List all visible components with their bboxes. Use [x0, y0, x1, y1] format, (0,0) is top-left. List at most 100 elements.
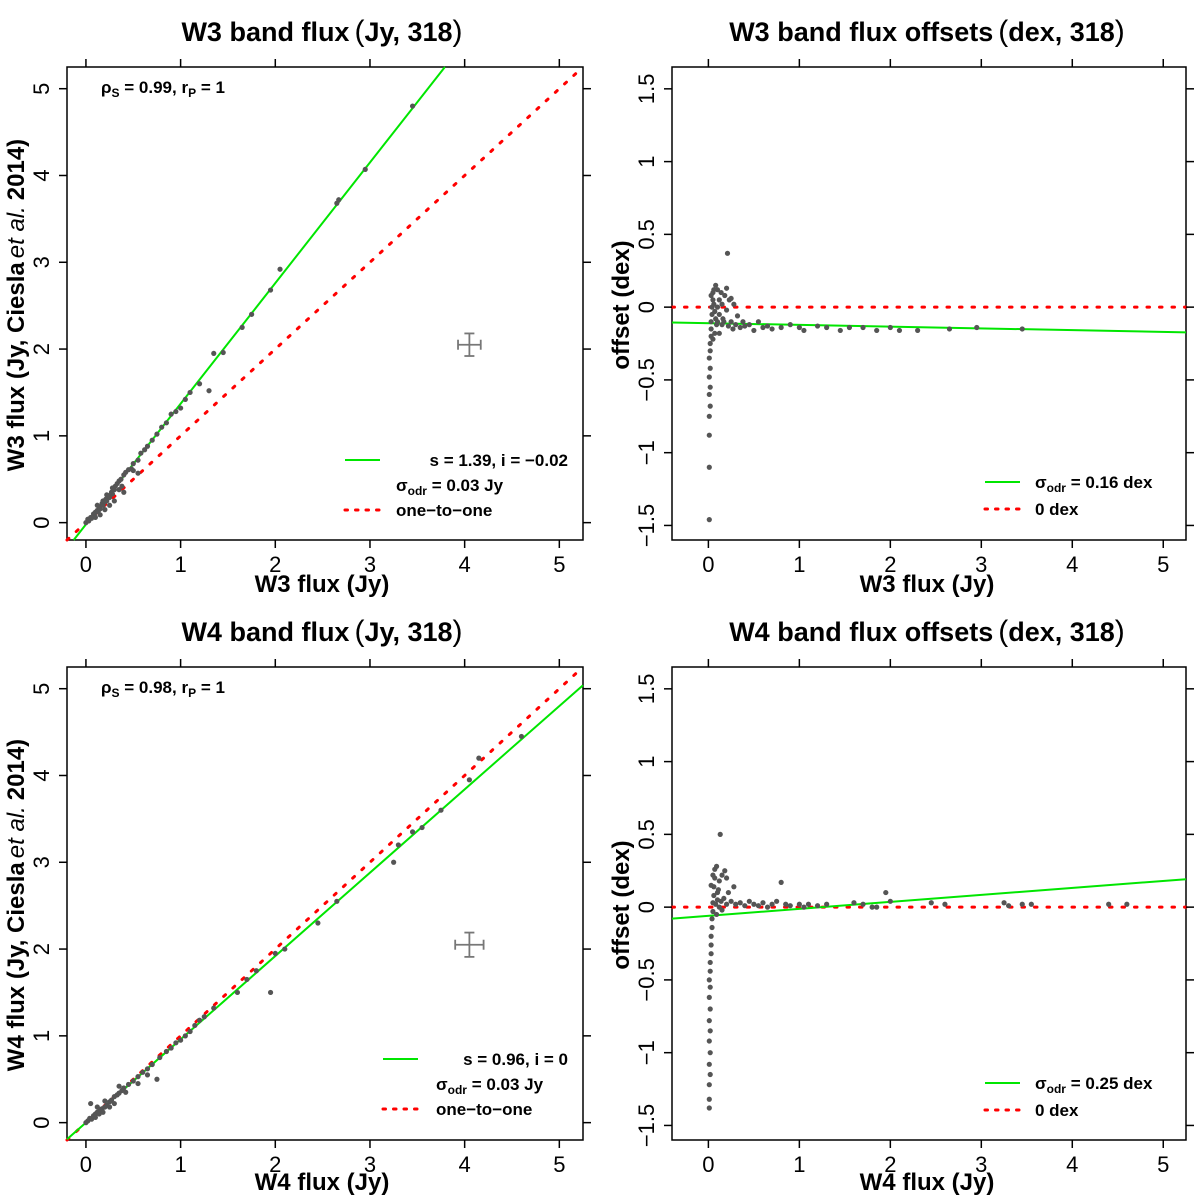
data-point: [742, 903, 748, 909]
data-point: [707, 968, 713, 974]
data-point: [92, 514, 99, 521]
data-point: [946, 326, 953, 332]
data-point: [713, 901, 719, 907]
plot-frame: [66, 666, 584, 1141]
legend-ref-label: one−to−one: [396, 501, 492, 520]
data-point: [272, 950, 278, 957]
data-point: [887, 898, 893, 904]
data-point: [760, 900, 766, 906]
data-point: [336, 197, 342, 203]
data-point: [707, 1071, 713, 1078]
y-axis-label: W4 flux (Jy, Cieslaet al.2014): [3, 739, 30, 1071]
data-point: [706, 977, 712, 983]
x-tick-label: 3: [975, 552, 987, 577]
data-point: [187, 389, 193, 396]
data-point: [100, 1109, 106, 1115]
data-point: [1019, 326, 1025, 332]
data-point: [211, 350, 217, 357]
data-point: [846, 324, 852, 331]
data-point: [737, 900, 743, 906]
data-point: [140, 1069, 146, 1075]
data-point: [728, 898, 734, 904]
x-tick-label: 4: [1066, 552, 1078, 577]
x-tick-label: 3: [364, 1152, 376, 1177]
data-point: [94, 1104, 100, 1110]
x-tick-label: 4: [459, 552, 471, 577]
data-point: [239, 324, 245, 330]
data-point: [178, 1037, 184, 1043]
data-point: [168, 411, 174, 417]
y-tick-label: 2: [29, 343, 54, 355]
data-point: [253, 968, 259, 974]
fit-line: [671, 878, 1187, 920]
data-point: [710, 908, 716, 915]
data-point: [722, 868, 728, 874]
axis-ticks: 0 1 2 3 4 5 −1.5 −1 −0.5 0 0.5 1 1.5: [634, 59, 1194, 577]
data-point: [249, 311, 255, 317]
data-point: [730, 326, 736, 332]
data-point: [706, 517, 712, 523]
x-tick-label: 2: [269, 1152, 281, 1177]
data-point: [196, 381, 203, 387]
y-tick-label: 1.5: [634, 674, 659, 705]
data-point: [244, 976, 250, 983]
data-point: [144, 1066, 151, 1072]
plot-area: 0 1 2 3 4 5 0 1 2 3 4 5: [29, 59, 591, 577]
data-point: [173, 408, 179, 415]
data-point: [796, 324, 802, 331]
data-point: [707, 365, 713, 371]
data-point: [716, 330, 722, 336]
data-point: [707, 348, 713, 354]
data-point: [409, 103, 416, 109]
data-point: [159, 424, 165, 430]
fit-line-segment: [72, 66, 446, 541]
chart-title: W3 band flux offsets (dex, 318): [729, 15, 1125, 48]
data-point: [769, 901, 775, 907]
data-point: [149, 1061, 155, 1068]
legend-ref-label: 0 dex: [1035, 1101, 1079, 1120]
data-point: [142, 447, 148, 453]
data-point: [720, 316, 726, 322]
data-point: [706, 432, 712, 438]
y-tick-label: −1.5: [634, 1104, 659, 1147]
legend: s = 1.39, i = −0.02 σodr = 0.03 Jy one−t…: [343, 451, 568, 520]
one-to-one-line: [65, 65, 585, 542]
data-point: [712, 308, 718, 315]
data-point: [714, 319, 721, 325]
data-point: [974, 324, 980, 331]
data-point: [97, 506, 103, 512]
data-point: [734, 313, 741, 319]
data-point: [88, 1100, 94, 1107]
panel-w3-offsets: W3 band flux offsets (dex, 318) 0 1 2 3 4 5 −1.…: [608, 15, 1194, 598]
y-tick-label: 1: [29, 1030, 54, 1042]
typical-errorbar: [454, 931, 485, 958]
data-point: [801, 904, 807, 910]
data-point: [707, 1050, 713, 1056]
data-points: [83, 103, 416, 526]
chart-title: W4 band flux (Jy, 318): [181, 615, 462, 648]
typical-errorbar: [457, 332, 482, 357]
y-tick-label: 2: [29, 943, 54, 955]
data-point: [123, 1089, 129, 1095]
data-point: [764, 904, 771, 910]
data-point: [778, 324, 784, 331]
correlation-annotation: ρS = 0.99, rP = 1: [101, 78, 225, 100]
data-point: [391, 859, 397, 865]
data-point: [163, 420, 170, 426]
data-point: [725, 323, 732, 329]
data-point: [135, 1080, 141, 1087]
legend-ref-label: one−to−one: [436, 1100, 532, 1119]
data-point: [118, 476, 124, 482]
data-point: [706, 413, 712, 419]
y-tick-label: 0: [634, 301, 659, 313]
x-tick-label: 3: [975, 1152, 987, 1177]
data-point: [173, 1040, 179, 1046]
data-point: [709, 924, 715, 931]
data-point: [107, 502, 113, 508]
data-point: [709, 916, 715, 922]
data-point: [706, 1096, 712, 1102]
data-point: [755, 319, 762, 325]
y-axis-label: offset (dex): [608, 240, 635, 369]
legend-ref-label: 0 dex: [1035, 500, 1079, 519]
data-point: [154, 431, 160, 437]
